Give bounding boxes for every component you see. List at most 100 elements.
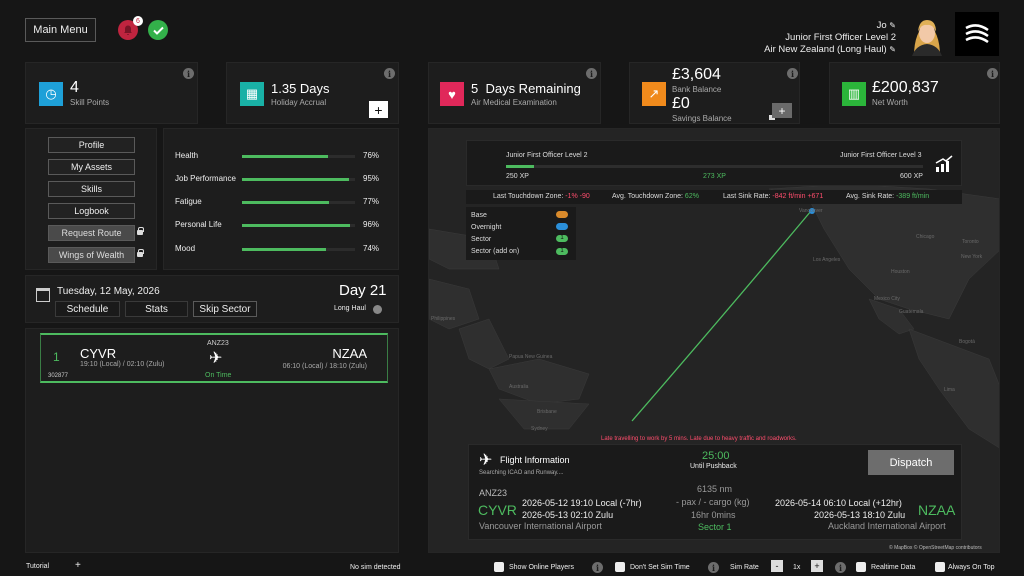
edit-airline-icon[interactable]: ✎ xyxy=(889,45,896,54)
bar-track xyxy=(242,201,355,204)
origin-marker xyxy=(809,208,815,214)
avg-touchdown-stat: Avg. Touchdown Zone: 62% xyxy=(612,193,699,200)
show-online-checkbox[interactable] xyxy=(494,562,504,572)
profile-button[interactable]: Profile xyxy=(48,137,135,153)
info-icon[interactable]: i xyxy=(183,68,194,79)
sector-card[interactable]: 1 302877 CYVR 19:10 (Local) / 02:10 (Zul… xyxy=(40,333,388,383)
bar-label: Mood xyxy=(175,244,196,253)
avg-sink-stat: Avg. Sink Rate: -389 ft/min xyxy=(846,193,929,200)
sim-rate-plus[interactable]: + xyxy=(811,560,823,572)
sim-rate-minus[interactable]: - xyxy=(771,560,783,572)
flight-sector: Sector 1 xyxy=(698,522,732,532)
wellbeing-health: Health 76% xyxy=(175,151,385,161)
schedule-button[interactable]: Schedule xyxy=(55,301,120,317)
info-icon[interactable]: i xyxy=(384,68,395,79)
legend-base-label: Base xyxy=(471,212,487,219)
xp-next-rank: Junior First Officer Level 3 xyxy=(840,152,922,159)
clock-icon: ◷ xyxy=(39,82,63,106)
realtime-label: Realtime Data xyxy=(871,564,916,571)
user-avatar[interactable] xyxy=(906,12,948,56)
info-icon[interactable]: i xyxy=(592,562,603,573)
main-menu-button[interactable]: Main Menu xyxy=(25,18,96,42)
sector-origin-times: 19:10 (Local) / 02:10 (Zulu) xyxy=(80,361,165,368)
info-icon[interactable]: i xyxy=(835,562,846,573)
airline-logo xyxy=(955,12,999,56)
dispatch-button[interactable]: Dispatch xyxy=(868,450,954,475)
skills-button[interactable]: Skills xyxy=(48,181,135,197)
flight-distance: 6135 nm xyxy=(697,484,733,494)
tutorial-add-button[interactable]: + xyxy=(75,560,81,571)
user-rank: Junior First Officer Level 2 xyxy=(785,32,896,43)
bar-fill xyxy=(242,201,329,204)
sink-rate-offset: +671 xyxy=(807,193,824,200)
dont-set-time-checkbox[interactable] xyxy=(615,562,625,572)
map-label-australia: Australia xyxy=(509,384,529,390)
wallet-icon: ▥ xyxy=(842,82,866,106)
bar-fill xyxy=(242,224,351,227)
realtime-checkbox[interactable] xyxy=(856,562,866,572)
bar-label: Fatigue xyxy=(175,197,202,206)
legend-addon-dot: 1 xyxy=(556,248,568,255)
map-label-chicago: Chicago xyxy=(916,234,935,240)
logbook-button[interactable]: Logbook xyxy=(48,203,135,219)
flight-origin-code: CYVR xyxy=(478,502,517,518)
net-worth-label: Net Worth xyxy=(872,98,908,107)
legend-overnight-label: Overnight xyxy=(471,224,502,231)
plane-icon: ✈ xyxy=(209,350,223,367)
avg-touchdown-value: 62% xyxy=(684,193,699,200)
map-label-lima: Lima xyxy=(944,387,955,393)
xp-fill xyxy=(506,165,534,168)
sector-number: 1 xyxy=(53,350,60,364)
avg-sink-value: -389 ft/min xyxy=(896,193,930,200)
legend-overnight-dot xyxy=(556,223,568,230)
show-online-label: Show Online Players xyxy=(509,564,574,571)
info-icon[interactable]: i xyxy=(787,68,798,79)
tutorial-label[interactable]: Tutorial xyxy=(26,563,50,570)
map-label-brisbane: Brisbane xyxy=(537,409,557,415)
wellbeing-mood: Mood 74% xyxy=(175,244,385,254)
xp-current-rank: Junior First Officer Level 2 xyxy=(506,152,588,159)
calendar-icon xyxy=(36,288,50,302)
medical-value: 5 Days Remaining xyxy=(471,81,581,96)
bank-label: Bank Balance xyxy=(672,85,722,94)
avg-sink-label: Avg. Sink Rate: xyxy=(846,193,895,200)
request-route-button[interactable]: Request Route xyxy=(48,225,144,241)
skip-sector-button[interactable]: Skip Sector xyxy=(193,301,257,317)
info-icon[interactable]: i xyxy=(708,562,719,573)
map-label-philippines: Philippines xyxy=(431,316,456,322)
my-assets-button[interactable]: My Assets xyxy=(48,159,135,175)
add-holiday-button[interactable]: + xyxy=(369,101,388,118)
xp-progress-card: Junior First Officer Level 2 Junior Firs… xyxy=(466,140,962,186)
user-name: Jo xyxy=(876,20,887,31)
always-on-top-checkbox[interactable] xyxy=(935,562,945,572)
bar-fill xyxy=(242,248,326,251)
sector-dest-times: 06:10 (Local) / 18:10 (Zulu) xyxy=(282,363,367,370)
skill-points-tile: ◷ 4 Skill Points i xyxy=(25,62,198,124)
flight-dep-zulu: 2026-05-13 02:10 Zulu xyxy=(522,510,614,520)
bank-tile: ↗ £3,604 Bank Balance £0 Savings Balance… xyxy=(629,62,800,124)
bar-percent: 74% xyxy=(363,244,380,253)
status-check-icon[interactable] xyxy=(148,20,168,40)
flight-info-title: Flight Information xyxy=(500,455,570,465)
sector-status: On Time xyxy=(205,372,232,379)
wellbeing-panel xyxy=(163,128,399,270)
bar-percent: 77% xyxy=(363,197,380,206)
sink-rate-stat: Last Sink Rate: -842 ft/min +671 xyxy=(723,193,823,200)
map-attribution: © MapBox © OpenStreetMap contributors xyxy=(889,545,982,551)
bar-percent: 95% xyxy=(363,174,380,183)
edit-name-icon[interactable]: ✎ xyxy=(889,21,896,30)
touchdown-label: Last Touchdown Zone: xyxy=(493,193,564,200)
holiday-value: 1.35 Days xyxy=(271,81,330,96)
late-notice: Late travelling to work by 5 mins. Late … xyxy=(601,436,797,442)
map-label-vancouver: Vancouver xyxy=(799,208,823,214)
info-icon[interactable]: i xyxy=(586,68,597,79)
savings-label: Savings Balance xyxy=(672,114,732,123)
add-savings-button[interactable]: + xyxy=(772,103,792,118)
stats-button[interactable]: Stats xyxy=(125,301,188,317)
user-info: Jo ✎ Junior First Officer Level 2 Air Ne… xyxy=(764,20,896,56)
info-icon[interactable]: i xyxy=(987,68,998,79)
wings-of-wealth-button[interactable]: Wings of Wealth xyxy=(48,247,144,263)
net-worth-value: £200,837 xyxy=(872,79,939,96)
notification-bell-icon[interactable]: 6 xyxy=(118,16,143,40)
user-airline: Air New Zealand (Long Haul) xyxy=(764,44,887,55)
